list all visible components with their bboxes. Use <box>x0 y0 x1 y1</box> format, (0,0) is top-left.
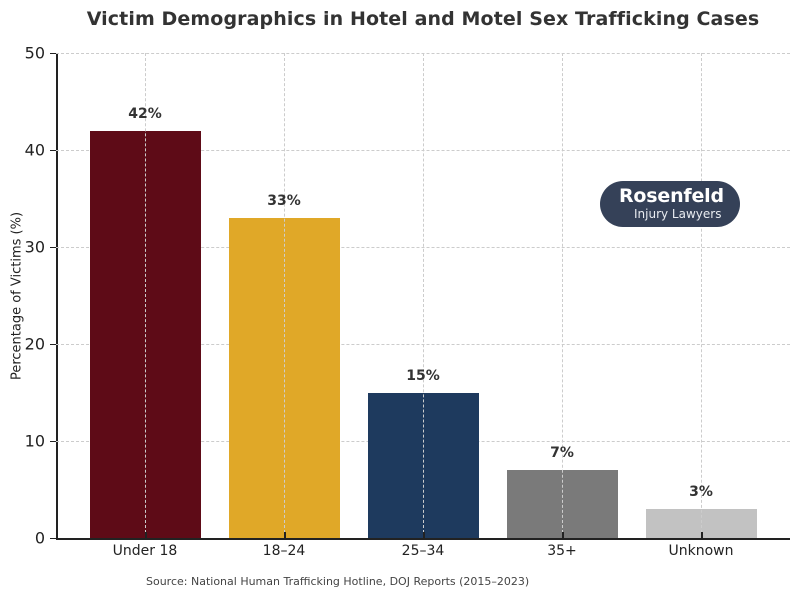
bar-value-label: 33% <box>267 192 301 209</box>
y-tick-label: 30 <box>24 237 45 257</box>
vertical-gridline <box>284 53 285 538</box>
y-tick <box>50 441 56 442</box>
brand-logo: Rosenfeld Injury Lawyers <box>600 181 740 227</box>
y-tick <box>50 538 56 539</box>
x-tick-label: 25–34 <box>401 543 445 559</box>
x-tick-label: Under 18 <box>112 543 178 559</box>
bar-value-label: 7% <box>550 445 574 462</box>
logo-subtitle: Injury Lawyers <box>634 207 722 221</box>
x-tick <box>145 532 147 538</box>
x-tick <box>701 532 703 538</box>
x-tick <box>562 532 564 538</box>
y-tick <box>50 247 56 248</box>
y-tick-label: 50 <box>24 43 45 63</box>
y-tick <box>50 344 56 345</box>
y-tick <box>50 53 56 54</box>
x-axis-spine <box>56 538 790 540</box>
x-tick <box>423 532 425 538</box>
x-tick-label: 18–24 <box>262 543 306 559</box>
y-axis-label: Percentage of Victims (%) <box>9 211 25 381</box>
y-tick <box>50 150 56 151</box>
x-tick-label: 35+ <box>547 543 577 559</box>
y-tick-label: 20 <box>24 334 45 354</box>
chart-title: Victim Demographics in Hotel and Motel S… <box>86 8 760 30</box>
bar-value-label: 42% <box>128 105 162 122</box>
bar-value-label: 15% <box>406 367 440 384</box>
y-tick-label: 10 <box>24 431 45 451</box>
vertical-gridline <box>423 53 424 538</box>
y-tick-label: 40 <box>24 140 45 160</box>
x-tick <box>284 532 286 538</box>
vertical-gridline <box>701 53 702 538</box>
source-note: Source: National Human Trafficking Hotli… <box>146 575 530 588</box>
logo-name: Rosenfeld <box>619 185 724 207</box>
y-tick-label: 0 <box>34 528 45 548</box>
y-axis-spine <box>56 53 58 539</box>
vertical-gridline <box>562 53 563 538</box>
bar-value-label: 3% <box>689 483 713 500</box>
vertical-gridline <box>145 53 146 538</box>
plot-area: 0 10 20 30 40 50 42% Under 18 33% 18–24 15% 25–34 7%… <box>25 44 790 559</box>
x-tick-label: Unknown <box>668 543 734 559</box>
